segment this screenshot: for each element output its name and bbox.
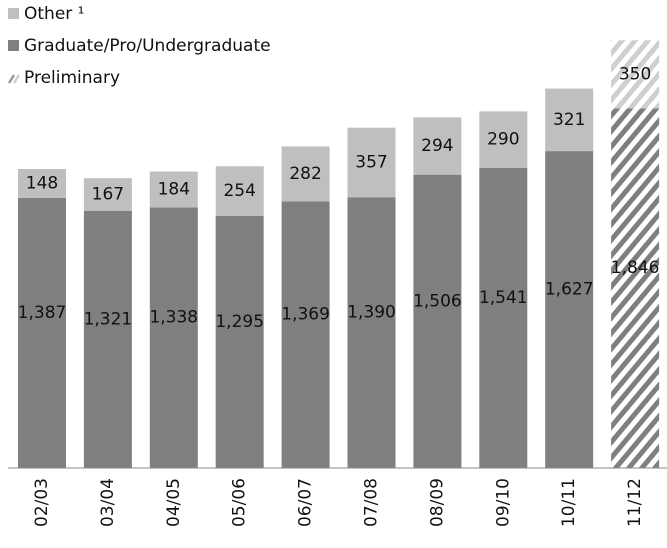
data-label: 282 — [289, 164, 321, 184]
x-tick-label: 07/08 — [362, 478, 382, 527]
data-label: 357 — [355, 152, 387, 172]
x-tick-label: 10/11 — [559, 478, 579, 527]
data-label: 254 — [223, 181, 255, 201]
bar-segment — [545, 88, 594, 152]
bar-segment — [413, 117, 462, 175]
data-label: 1,627 — [545, 280, 594, 300]
data-label: 350 — [619, 64, 651, 84]
x-tick-label: 03/04 — [98, 478, 118, 527]
bar-segment — [83, 210, 132, 468]
data-label: 1,338 — [149, 308, 198, 328]
bar-segment — [479, 111, 528, 168]
data-label: 1,846 — [611, 258, 660, 278]
data-label: 1,390 — [347, 303, 396, 323]
data-label: 1,506 — [413, 291, 462, 311]
legend-label: Graduate/Pro/Undergraduate — [24, 36, 271, 56]
x-tick-label: 02/03 — [32, 478, 52, 527]
bar-segment — [611, 40, 660, 109]
x-tick-label: 08/09 — [427, 478, 447, 527]
data-label: 1,387 — [18, 303, 67, 323]
data-label: 1,369 — [281, 305, 330, 325]
bar-segment — [215, 166, 264, 216]
x-tick-label: 05/06 — [230, 478, 250, 527]
bar-segment — [215, 215, 264, 468]
data-label: 1,321 — [84, 309, 133, 329]
legend: Other ¹ Graduate/Pro/Undergraduate Prelimi… — [7, 4, 271, 88]
x-tick-label: 11/12 — [625, 478, 645, 527]
bar-segment — [281, 201, 330, 469]
x-tick-label: 06/07 — [296, 478, 316, 527]
bar-segment — [413, 174, 462, 468]
bar-segment — [83, 178, 132, 211]
bar-segment — [347, 197, 396, 468]
legend-label: Preliminary — [24, 68, 120, 88]
data-label: 321 — [553, 110, 585, 130]
legend-swatch — [8, 40, 19, 51]
data-label: 184 — [158, 179, 190, 199]
data-label: 1,541 — [479, 288, 528, 308]
data-label: 290 — [487, 130, 519, 150]
legend-swatch — [8, 8, 19, 19]
data-label: 1,295 — [215, 312, 264, 332]
bar-segment — [18, 197, 66, 468]
legend-swatch — [12, 74, 21, 84]
data-label: 167 — [92, 184, 124, 204]
bar-segment — [611, 108, 660, 468]
bar-segment — [149, 171, 198, 208]
plot-area: 1,387 148 02/03 1,321 167 03/04 1,338 184 04/05 1… — [8, 40, 667, 527]
data-label: 148 — [26, 173, 58, 193]
bar-segment — [149, 207, 198, 469]
bar-segment — [281, 146, 330, 202]
x-tick-label: 09/10 — [493, 478, 513, 527]
bar-segment — [545, 151, 594, 469]
x-tick-label: 04/05 — [164, 478, 184, 527]
bar-segment — [18, 169, 66, 198]
bar-segment — [479, 167, 528, 468]
legend-swatch — [7, 74, 16, 84]
bar-segment — [347, 127, 396, 198]
data-label: 294 — [421, 136, 453, 156]
legend-label: Other ¹ — [24, 4, 85, 24]
